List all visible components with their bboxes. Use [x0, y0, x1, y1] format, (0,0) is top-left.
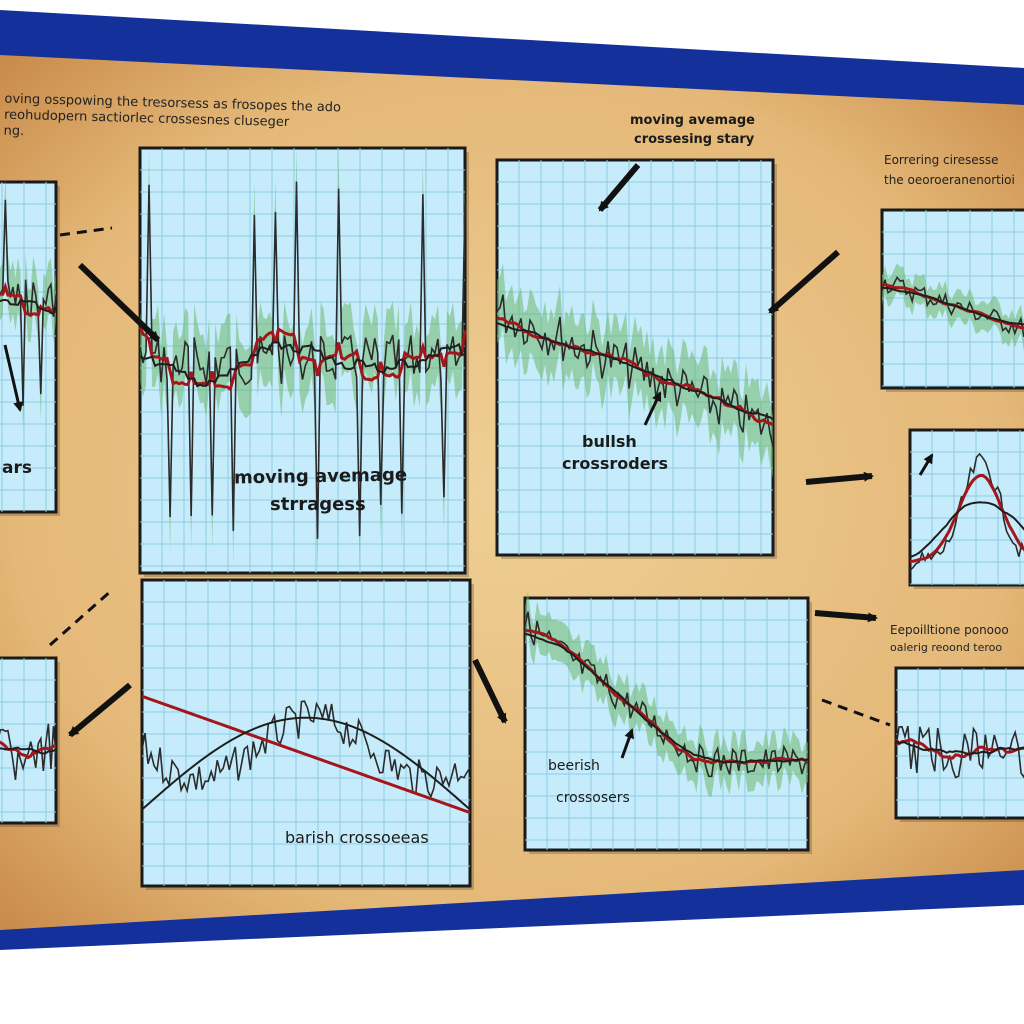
moving-average-line: [496, 322, 774, 421]
intro-caption: oving osspowing the tresorsess as frosop…: [3, 92, 341, 149]
arrow-group: [3, 163, 934, 759]
arrow-icon: [805, 471, 874, 485]
arrow-icon: [68, 682, 132, 738]
price-line: [895, 725, 1024, 779]
moving-average-line: [895, 740, 1024, 755]
price-line: [0, 199, 57, 406]
price-line: [496, 294, 774, 448]
chart-panel: [0, 656, 60, 827]
moving-average-line: [909, 473, 1024, 564]
chart-band: [525, 591, 808, 797]
panel-top-label: moving avemage: [630, 113, 755, 128]
dashed-connector: [59, 226, 113, 237]
panel-top-label: oalerig reoond teroo: [890, 641, 1003, 654]
chart-background: [0, 656, 58, 825]
panel-label: crossroders: [562, 454, 669, 473]
moving-average-line: [141, 716, 471, 811]
panel-label: crossosers: [556, 790, 630, 806]
arrow-icon: [918, 453, 934, 476]
panel-label: strragess: [270, 494, 366, 515]
arrow-icon: [814, 610, 878, 623]
moving-average-line: [524, 628, 809, 765]
arrow-icon: [472, 658, 508, 724]
chart-grid: [497, 160, 773, 555]
chart-band: [497, 263, 773, 479]
arrow-icon: [3, 344, 24, 412]
moving-average-line: [0, 740, 57, 760]
chart-background: [0, 180, 58, 514]
panel-top-label: Eepoilltione ponooo: [890, 623, 1009, 637]
chart-panel: [523, 591, 812, 854]
arrow-icon: [77, 262, 161, 343]
moving-average-line: [524, 632, 809, 764]
chart-panel: [495, 158, 777, 559]
chart-panel: [908, 428, 1024, 589]
moving-average-line: [139, 341, 466, 388]
price-line: [524, 611, 809, 778]
panel-label: bullsh: [582, 432, 637, 451]
chart-background: [140, 578, 472, 888]
price-line: [909, 452, 1024, 572]
panel-top-label: crossesing stary: [634, 132, 755, 147]
panel-top-label: the oeoroeranenortioi: [884, 173, 1015, 187]
dashed-connector: [49, 588, 113, 647]
moving-average-line: [0, 298, 57, 316]
arrow-icon: [597, 163, 641, 212]
panel-label: moving avemage: [233, 464, 408, 489]
price-line: [139, 181, 466, 539]
panel-label: ars: [2, 458, 32, 478]
arrow-icon: [768, 249, 840, 315]
moving-average-line: [141, 694, 471, 814]
moving-average-line: [881, 286, 1024, 326]
moving-average-line: [0, 746, 57, 755]
dashed-connector: [821, 698, 891, 727]
chart-panel: [138, 146, 469, 577]
moving-average-line: [909, 501, 1024, 558]
arrow-icon: [620, 728, 635, 759]
panel-label: beerish: [548, 758, 600, 774]
panel-top-label: Eorrering ciresesse: [884, 153, 999, 167]
moving-average-line: [138, 326, 467, 392]
chart-panel: [140, 578, 474, 890]
chart-band: [140, 147, 465, 573]
chart-panel: [0, 173, 60, 516]
arrow-icon: [643, 391, 662, 426]
moving-average-line: [894, 737, 1024, 760]
chart-panel: [894, 666, 1024, 822]
panel-label: barish crossoeeas: [285, 828, 429, 847]
chart-band: [882, 263, 1024, 352]
chart-panel: [880, 208, 1024, 392]
